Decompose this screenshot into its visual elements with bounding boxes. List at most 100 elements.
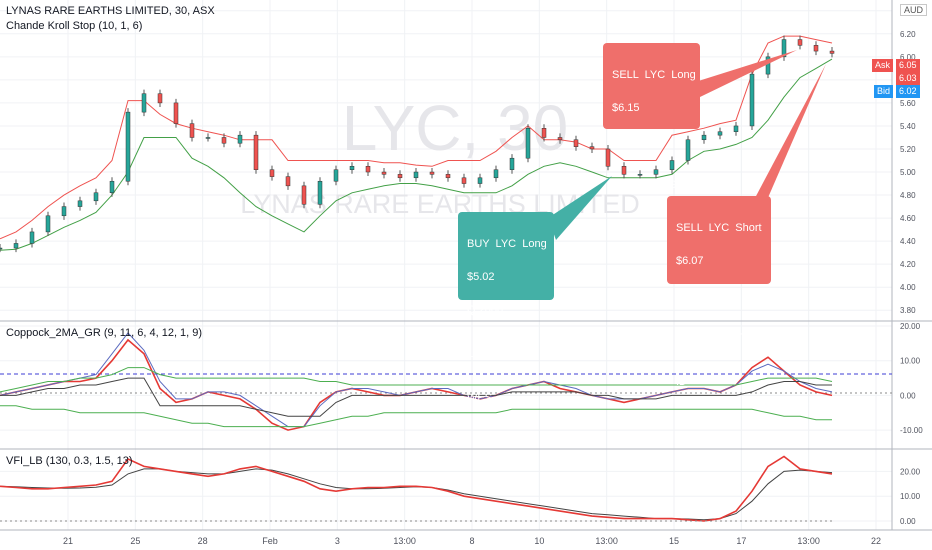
sell-short-annotation[interactable]: SELL LYC Short $6.07 Q 500 18/2/21 AEST … <box>667 196 771 388</box>
candle <box>269 165 275 181</box>
sell-short-account: IB <box>676 376 687 388</box>
candle <box>0 244 3 253</box>
sell-long-qty: Q 2000 <box>612 135 649 147</box>
candle <box>157 89 163 107</box>
buy-long-date: 12/2/21 AEST <box>467 348 538 360</box>
last-price-value: 6.03 <box>896 72 920 85</box>
sell-long-annotation[interactable]: SELL LYC Long $6.15 Q 2000 18/2/21 AEST … <box>603 43 700 235</box>
buy-long-pointer <box>548 176 612 240</box>
time-tick-9: 15 <box>669 536 679 546</box>
time-tick-7: 10 <box>534 536 544 546</box>
candle <box>669 156 675 174</box>
coppock-line-1 <box>0 332 833 428</box>
chande-lower-line <box>0 58 833 251</box>
annotation-pointers <box>548 50 826 240</box>
time-tick-4: 3 <box>335 536 340 546</box>
sell-long-date: 18/2/21 AEST <box>612 179 683 191</box>
candle <box>701 131 707 144</box>
price-tick-4: 5.60 <box>900 99 916 108</box>
sell-long-title: SELL LYC Long <box>612 69 696 81</box>
candle <box>813 41 819 56</box>
buy-long-annotation[interactable]: BUY LYC Long $5.02 Q 2000 12/2/21 AEST W… <box>458 212 554 404</box>
time-tick-1: 25 <box>130 536 140 546</box>
buy-long-account: WES <box>467 392 493 404</box>
candle <box>253 131 259 174</box>
candle <box>621 162 627 179</box>
buy-long-qty: Q 2000 <box>467 304 504 316</box>
indicator-label: Chande Kroll Stop (10, 1, 6) <box>6 20 143 32</box>
price-tick-11: 4.20 <box>900 260 916 269</box>
candle <box>589 142 595 154</box>
price-tick-8: 4.80 <box>900 191 916 200</box>
bid-value: 6.02 <box>896 85 920 98</box>
price-tick-1: 6.20 <box>900 30 916 39</box>
price-tick-7: 5.00 <box>900 168 916 177</box>
vfi-tick-2: 0.00 <box>900 517 916 526</box>
sell-long-price: $6.15 <box>612 102 640 114</box>
vfi-title: VFI_LB (130, 0.3, 1.5, 13) <box>6 455 133 467</box>
chande-upper-line <box>0 35 833 240</box>
candle <box>221 133 227 148</box>
candle <box>573 135 579 151</box>
sell-short-qty: Q 500 <box>676 288 706 300</box>
candle <box>445 170 451 182</box>
vfi-line <box>0 455 833 522</box>
candle <box>605 144 611 171</box>
candle <box>637 170 643 179</box>
coppock-title: Coppock_2MA_GR (9, 11, 6, 4, 12, 1, 9) <box>6 327 203 339</box>
time-tick-3: Feb <box>262 536 278 546</box>
coppock-plot <box>0 332 833 431</box>
time-tick-6: 8 <box>469 536 474 546</box>
price-tick-2: 6.00 <box>900 53 916 62</box>
coppock-tick-3: -10.00 <box>900 426 923 435</box>
time-tick-0: 21 <box>63 536 73 546</box>
candle <box>349 162 355 174</box>
coppock-tick-2: 0.00 <box>900 391 916 400</box>
candle <box>77 196 83 211</box>
time-axis-ticks: 21 25 28 Feb 3 13:00 8 10 13:00 15 17 13:00 22 <box>63 536 881 546</box>
candle <box>125 108 131 186</box>
buy-long-price: $5.02 <box>467 271 495 283</box>
candle <box>717 127 723 140</box>
vfi-tick-0: 20.00 <box>900 467 921 476</box>
price-tick-13: 3.80 <box>900 306 916 315</box>
candle <box>413 167 419 182</box>
candle <box>765 52 771 79</box>
candle <box>93 188 99 205</box>
candle <box>493 165 499 182</box>
price-tick-12: 4.00 <box>900 283 916 292</box>
coppock-line-3 <box>0 367 833 393</box>
time-tick-2: 28 <box>198 536 208 546</box>
ask-value: 6.05 <box>896 59 920 72</box>
candle <box>829 47 835 58</box>
candle <box>13 239 19 253</box>
candle <box>477 173 483 188</box>
currency-badge[interactable]: AUD <box>900 4 928 16</box>
price-tick-9: 4.60 <box>900 214 916 223</box>
candle <box>525 124 531 163</box>
vfi-plot <box>0 455 833 522</box>
candle <box>61 202 67 220</box>
candle <box>797 35 803 50</box>
ask-label: Ask <box>872 59 894 72</box>
candle <box>653 165 659 179</box>
time-tick-12: 22 <box>871 536 881 546</box>
candle <box>397 170 403 182</box>
time-tick-5: 13:00 <box>393 536 416 546</box>
candle <box>685 135 691 165</box>
candle <box>557 133 563 144</box>
candle <box>733 121 739 136</box>
sell-short-pointer <box>755 64 826 200</box>
vfi-axis-ticks: 20.00 10.00 0.00 <box>900 467 921 526</box>
candle <box>461 173 467 188</box>
candle <box>29 227 35 248</box>
candle <box>109 177 115 197</box>
time-tick-11: 13:00 <box>797 536 820 546</box>
sell-short-title: SELL LYC Short <box>676 222 762 234</box>
price-tick-5: 5.40 <box>900 122 916 131</box>
price-tick-10: 4.40 <box>900 237 916 246</box>
price-plot <box>0 35 835 253</box>
candle <box>45 211 51 236</box>
candle <box>509 154 515 174</box>
